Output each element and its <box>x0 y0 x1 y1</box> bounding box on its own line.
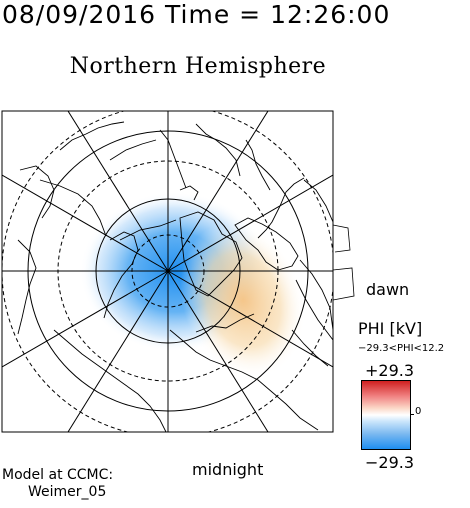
time-text: 12:26:00 <box>270 0 391 29</box>
timestamp-header: 08/09/2016 Time = 12:26:00 <box>2 0 390 29</box>
colorbar-zero-label: 0 <box>415 406 422 417</box>
time-label: Time = <box>165 0 262 29</box>
model-credit-line2: Weimer_05 <box>28 484 107 500</box>
midnight-label: midnight <box>192 460 264 479</box>
map-frame <box>1 110 334 433</box>
hemisphere-title: Northern Hemisphere <box>69 54 327 79</box>
colorbar-range-label: −29.3<PHI<12.2 <box>358 343 445 354</box>
colorbar-zero-tick <box>410 414 414 415</box>
colorbar <box>361 380 411 450</box>
colorbar-variable-label: PHI [kV] <box>358 319 423 338</box>
potential-cell-positive <box>180 222 306 378</box>
dawn-label: dawn <box>366 280 410 299</box>
date-text: 08/09/2016 <box>2 0 157 29</box>
colorbar-max-label: +29.3 <box>365 361 415 380</box>
model-credit-line1: Model at CCMC: <box>2 467 114 483</box>
colorbar-min-label: −29.3 <box>365 453 415 472</box>
outer-grid <box>332 224 355 301</box>
meridian-lines <box>2 111 333 432</box>
